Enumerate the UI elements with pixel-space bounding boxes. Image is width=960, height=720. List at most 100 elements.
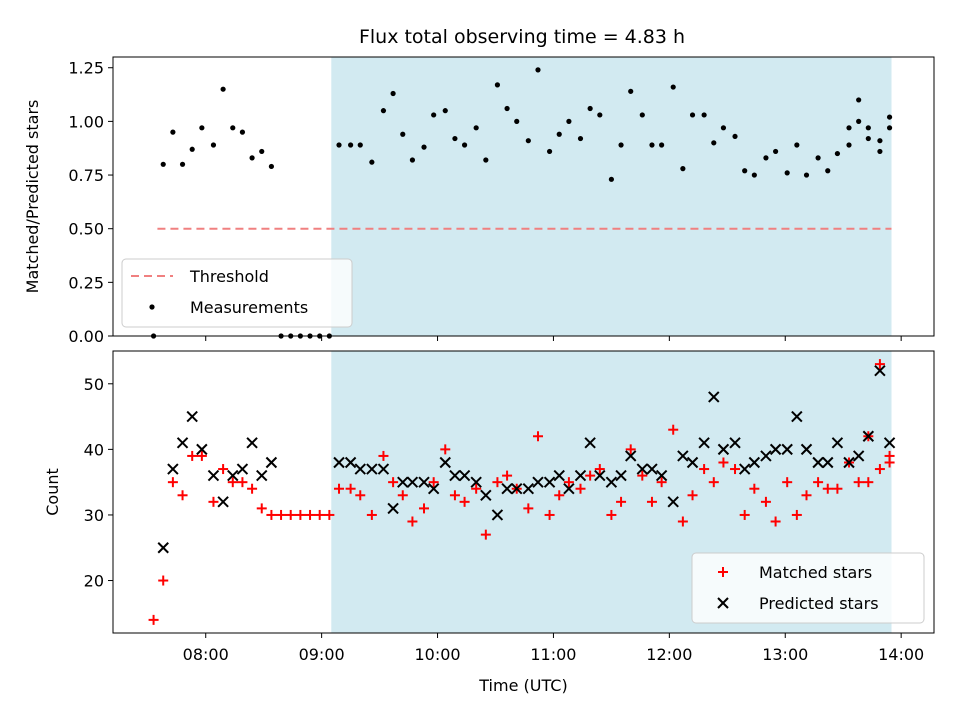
y-tick-label: 1.00 xyxy=(68,112,104,131)
measurement-point xyxy=(825,168,831,174)
predicted-star-point xyxy=(625,450,637,462)
measurement-point xyxy=(877,148,883,155)
ratio-axes-frame xyxy=(112,56,935,337)
predicted-star-point-b xyxy=(717,443,730,456)
matched-star-point xyxy=(656,477,667,488)
matched-star-point xyxy=(585,470,596,481)
measurement-point xyxy=(711,140,717,146)
predicted-star-point-b xyxy=(615,469,627,482)
matched-star-point xyxy=(276,509,287,520)
measurement-point xyxy=(357,142,363,148)
matched-star-point xyxy=(177,490,188,501)
legend-threshold-label: Threshold xyxy=(189,267,269,286)
predicted-star-point xyxy=(553,469,565,482)
predicted-star-point-b xyxy=(387,502,399,515)
measurement-point xyxy=(772,148,779,155)
measurement-point xyxy=(680,166,686,172)
matched-star-point xyxy=(428,477,439,488)
measurement-point xyxy=(369,159,375,165)
matched-star-point xyxy=(334,483,345,494)
measurement-point xyxy=(380,108,387,114)
legend-matched-marker xyxy=(718,567,728,577)
y-tick-label: 50 xyxy=(84,375,104,394)
count-y-ticks: 20 30 40 50 xyxy=(84,375,113,591)
legend-predicted-marker xyxy=(717,597,729,609)
predicted-star-point-b xyxy=(217,496,229,508)
matched-star-point xyxy=(575,483,586,494)
measurement-point xyxy=(732,133,738,140)
legend-matched-swatch xyxy=(718,567,728,577)
measurement-point xyxy=(268,163,275,170)
matched-star-point xyxy=(884,450,895,461)
measurement-point xyxy=(473,125,479,131)
predicted-star-point xyxy=(862,430,875,442)
predicted-star-point-b xyxy=(698,437,710,449)
measurement-point xyxy=(504,105,510,112)
matched-star-point xyxy=(471,483,482,494)
predicted-star-point-b xyxy=(458,469,471,482)
matched-star-point xyxy=(791,509,802,520)
predicted-star-point xyxy=(511,483,523,495)
matched-star-point xyxy=(677,516,688,527)
measurement-point xyxy=(160,161,166,167)
predicted-star-point-b xyxy=(427,483,440,495)
matched-star-point xyxy=(285,509,296,520)
predicted-star-point-b xyxy=(449,469,461,482)
count-axes-frame xyxy=(112,350,935,634)
predicted-star-point-b xyxy=(729,437,741,449)
predicted-star-point xyxy=(636,463,649,475)
matched-star-point xyxy=(782,477,793,488)
predicted-star-point xyxy=(791,410,803,423)
predicted-star-point-b xyxy=(748,456,761,469)
predicted-star-point xyxy=(501,483,513,495)
predicted-star-point-b xyxy=(501,483,513,495)
predicted-star-point-b xyxy=(738,463,751,475)
predicted-star-point-b xyxy=(584,437,596,449)
predicted-star-point xyxy=(831,437,844,449)
matched-star-point xyxy=(196,450,207,461)
predicted-star-point xyxy=(800,443,813,456)
matched-star-point xyxy=(874,359,885,370)
ratio-legend-box xyxy=(121,258,353,328)
matched-star-point xyxy=(440,444,451,455)
matched-star-point xyxy=(378,450,389,461)
predicted-star-point-b xyxy=(636,463,649,475)
observing-window-shade xyxy=(331,57,892,336)
predicted-star-point-b xyxy=(852,450,865,462)
predicted-star-point xyxy=(574,469,587,482)
measurement-points xyxy=(150,67,893,339)
predicted-star-point xyxy=(655,469,668,482)
predicted-star-point-b xyxy=(344,456,357,469)
measurement-point xyxy=(856,97,862,103)
matched-star-point xyxy=(563,477,574,488)
predicted-star-point-b xyxy=(760,450,772,462)
predicted-star-point-b xyxy=(167,463,179,475)
measurement-point xyxy=(577,135,584,142)
predicted-star-point-b xyxy=(354,463,366,475)
predicted-star-point-b xyxy=(843,456,855,469)
predicted-star-point-b xyxy=(406,476,419,488)
matched-star-point xyxy=(345,483,356,494)
measurement-point xyxy=(649,142,655,148)
measurement-point xyxy=(566,118,572,124)
predicted-star-point xyxy=(354,463,366,475)
predicted-star-point-b xyxy=(574,469,587,482)
measurement-point xyxy=(628,88,634,94)
predicted-star-point xyxy=(748,456,761,469)
predicted-star-point xyxy=(227,469,239,482)
predicted-star-point-b xyxy=(791,410,803,423)
measurement-point xyxy=(525,138,531,144)
predicted-star-point xyxy=(686,456,699,469)
measurement-point xyxy=(803,172,810,178)
measurement-point xyxy=(259,148,265,155)
predicted-star-point xyxy=(843,456,855,469)
count-legend-box xyxy=(691,552,925,624)
matched-star-point xyxy=(266,509,277,520)
legend-predicted-marker-b xyxy=(717,597,729,609)
legend-matched-label: Matched stars xyxy=(759,563,872,582)
measurement-point xyxy=(179,161,186,167)
matched-star-point xyxy=(449,490,460,501)
matched-star-point xyxy=(305,509,316,520)
predicted-star-point xyxy=(729,437,741,449)
